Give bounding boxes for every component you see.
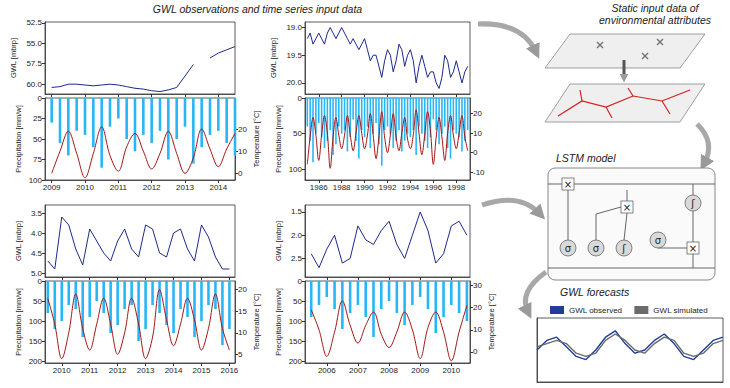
- svg-text:1990: 1990: [356, 183, 374, 192]
- svg-text:GWL observed: GWL observed: [569, 306, 622, 315]
- svg-text:σ: σ: [565, 243, 572, 254]
- svg-text:Temperature [°C]: Temperature [°C]: [487, 294, 496, 351]
- svg-text:Temperature [°C]: Temperature [°C]: [252, 294, 261, 351]
- svg-text:10: 10: [473, 325, 482, 334]
- svg-text:2014: 2014: [165, 366, 183, 375]
- svg-text:Precipitation [mm/w]: Precipitation [mm/w]: [14, 105, 23, 173]
- svg-text:4.0: 4.0: [31, 229, 43, 238]
- svg-text:19.0: 19.0: [286, 23, 302, 32]
- svg-text:GWL [mbrp]: GWL [mbrp]: [9, 38, 18, 78]
- svg-text:Temperature [°C]: Temperature [°C]: [252, 111, 261, 168]
- svg-text:0: 0: [38, 94, 43, 103]
- svg-text:15: 15: [238, 307, 247, 316]
- svg-text:2014: 2014: [209, 183, 227, 192]
- svg-text:3.5: 3.5: [31, 209, 43, 218]
- svg-text:×: ×: [689, 243, 697, 254]
- html-text:GWL observations and time seri: GWL observations and time series input d…: [152, 3, 363, 15]
- svg-text:2008: 2008: [380, 366, 398, 375]
- svg-text:2009: 2009: [43, 183, 61, 192]
- svg-text:1.5: 1.5: [291, 207, 303, 216]
- svg-text:0: 0: [473, 148, 478, 157]
- svg-text:0: 0: [298, 277, 303, 286]
- svg-text:1996: 1996: [424, 183, 442, 192]
- svg-text:100: 100: [29, 317, 43, 326]
- svg-text:ʃ: ʃ: [690, 198, 695, 209]
- svg-text:200: 200: [289, 357, 303, 366]
- svg-text:GWL [mbrp]: GWL [mbrp]: [269, 38, 278, 78]
- svg-text:55.0: 55.0: [26, 39, 42, 48]
- html-text:Static input data of environme: Static input data of environmental attri…: [599, 2, 711, 26]
- svg-text:σ: σ: [593, 243, 600, 254]
- svg-text:-10: -10: [473, 168, 485, 177]
- svg-text:0: 0: [473, 347, 478, 356]
- svg-text:20.0: 20.0: [286, 78, 302, 87]
- svg-text:GWL [mbrp]: GWL [mbrp]: [274, 221, 283, 261]
- svg-text:2012: 2012: [109, 366, 127, 375]
- svg-text:2013: 2013: [176, 183, 194, 192]
- svg-text:2009: 2009: [411, 366, 429, 375]
- svg-text:0: 0: [38, 277, 43, 286]
- svg-text:2006: 2006: [318, 366, 336, 375]
- svg-text:100: 100: [289, 317, 303, 326]
- svg-text:×: ×: [564, 179, 572, 190]
- svg-text:1988: 1988: [333, 183, 351, 192]
- svg-text:1986: 1986: [310, 183, 328, 192]
- svg-text:19.5: 19.5: [286, 51, 302, 60]
- html-text:GWL forecasts: GWL forecasts: [560, 286, 630, 298]
- svg-text:10: 10: [473, 129, 482, 138]
- svg-text:50: 50: [293, 297, 302, 306]
- svg-text:ʃ: ʃ: [621, 243, 626, 254]
- svg-text:1994: 1994: [402, 183, 420, 192]
- svg-text:200: 200: [29, 357, 43, 366]
- svg-text:1998: 1998: [447, 183, 465, 192]
- svg-text:2010: 2010: [53, 366, 71, 375]
- svg-text:0: 0: [298, 94, 303, 103]
- svg-text:2011: 2011: [81, 366, 99, 375]
- svg-text:2.0: 2.0: [291, 231, 303, 240]
- svg-text:20: 20: [238, 285, 247, 294]
- svg-text:4.5: 4.5: [31, 249, 43, 258]
- svg-text:Precipitation [mm/w]: Precipitation [mm/w]: [274, 105, 283, 173]
- svg-text:20: 20: [238, 125, 247, 134]
- svg-text:1992: 1992: [379, 183, 397, 192]
- svg-text:0: 0: [238, 169, 243, 178]
- svg-text:50: 50: [293, 129, 302, 138]
- svg-text:2015: 2015: [193, 366, 211, 375]
- svg-text:20: 20: [473, 303, 482, 312]
- svg-text:2007: 2007: [349, 366, 367, 375]
- svg-text:5: 5: [238, 350, 243, 359]
- svg-text:2013: 2013: [137, 366, 155, 375]
- svg-text:25: 25: [33, 114, 42, 123]
- svg-text:Precipitation [mm/w]: Precipitation [mm/w]: [274, 288, 283, 356]
- html-text:LSTM model: LSTM model: [556, 152, 616, 164]
- svg-text:5.0: 5.0: [30, 268, 42, 278]
- svg-text:100: 100: [289, 165, 303, 174]
- svg-text:57.5: 57.5: [26, 59, 42, 68]
- svg-text:2011: 2011: [110, 183, 128, 192]
- svg-text:σ: σ: [655, 235, 662, 246]
- svg-text:20: 20: [473, 109, 482, 118]
- svg-text:30: 30: [473, 281, 482, 290]
- svg-text:50: 50: [33, 135, 42, 144]
- svg-text:75: 75: [33, 155, 42, 164]
- svg-text:60.0: 60.0: [26, 80, 42, 89]
- svg-text:150: 150: [29, 337, 43, 346]
- svg-text:2010: 2010: [442, 366, 460, 375]
- svg-text:GWL [mbrp]: GWL [mbrp]: [14, 221, 23, 261]
- svg-text:10: 10: [238, 328, 247, 337]
- svg-text:52.5: 52.5: [26, 18, 42, 27]
- svg-text:10: 10: [238, 147, 247, 156]
- svg-text:×: ×: [623, 202, 631, 213]
- svg-text:2010: 2010: [76, 183, 94, 192]
- svg-text:Precipitation [mm/w]: Precipitation [mm/w]: [14, 288, 23, 356]
- svg-text:2016: 2016: [221, 366, 239, 375]
- svg-text:GWL simulated: GWL simulated: [653, 306, 707, 315]
- svg-text:2.5: 2.5: [291, 254, 303, 263]
- svg-text:150: 150: [289, 337, 303, 346]
- svg-text:100: 100: [29, 176, 43, 185]
- svg-text:2012: 2012: [143, 183, 161, 192]
- svg-text:50: 50: [33, 297, 42, 306]
